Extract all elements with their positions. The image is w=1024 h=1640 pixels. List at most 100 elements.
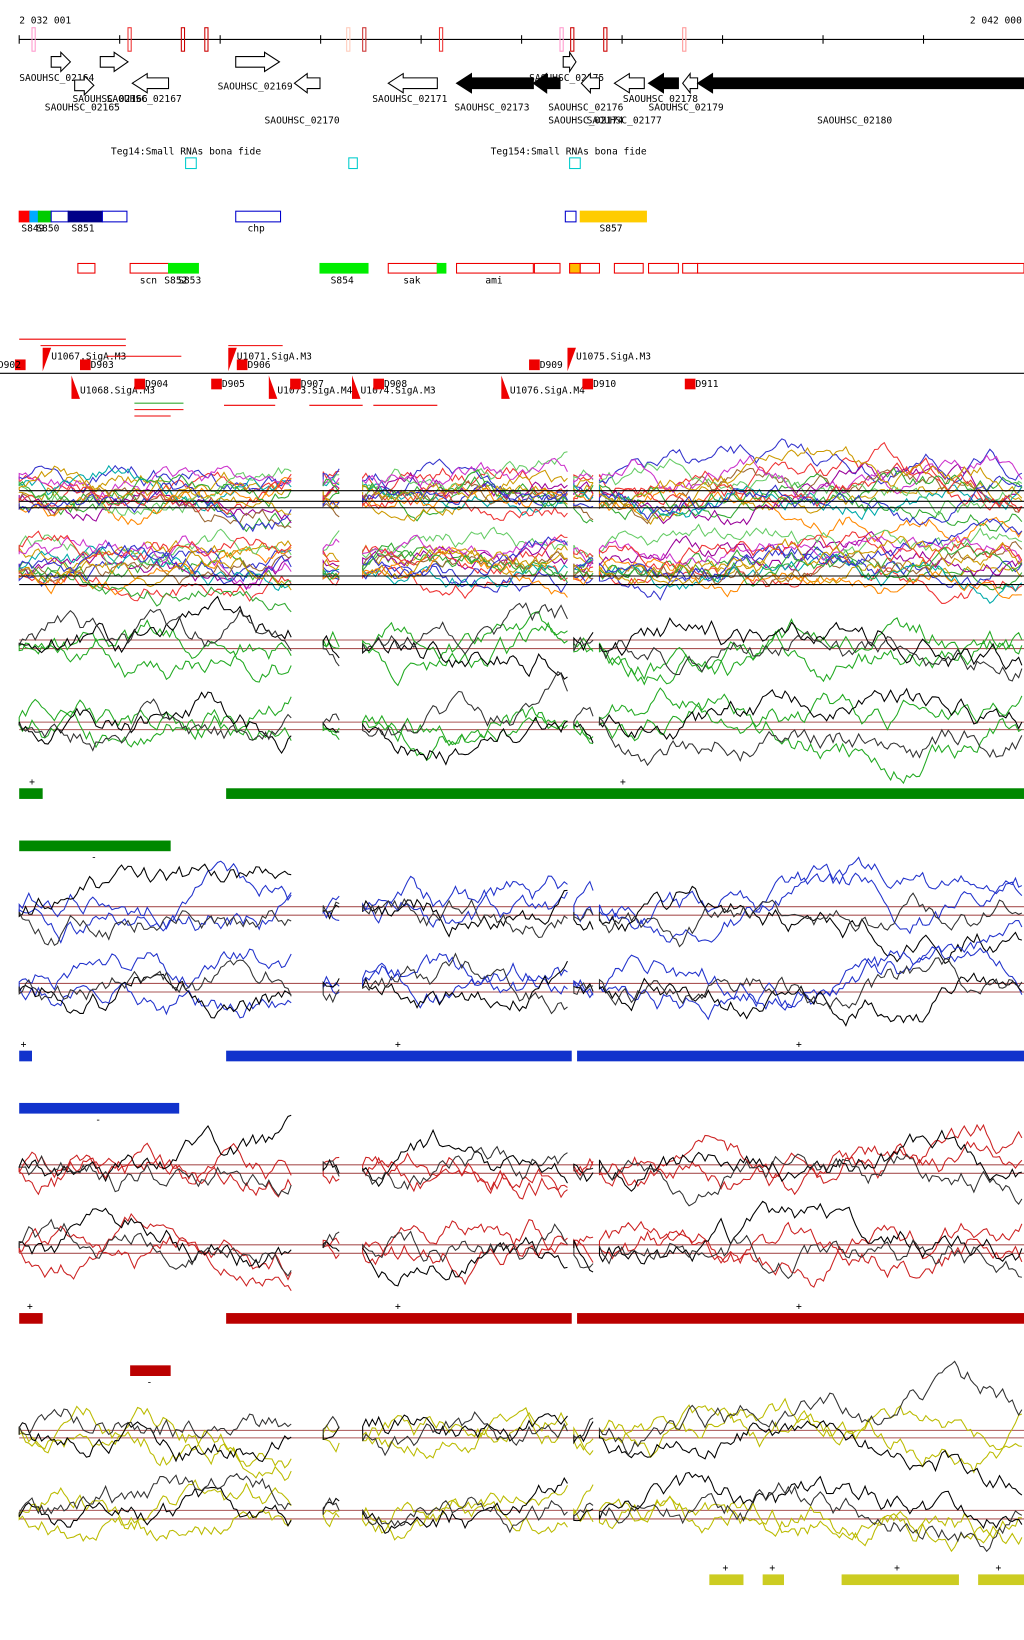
gene-label: SAOUHSC_02167: [107, 94, 182, 105]
gene-label: SAOUHSC_02173: [454, 103, 529, 114]
signal-line: [598, 454, 1023, 500]
signal-line: [573, 1502, 594, 1518]
feature-label: sak: [403, 276, 421, 287]
signal-line: [362, 526, 568, 559]
signal-line: [18, 973, 292, 1019]
promoter-label: U1073.SigA.M4: [277, 385, 352, 396]
signal-line: [573, 880, 594, 912]
feature: [613, 262, 644, 274]
signal-line: [18, 1225, 292, 1292]
promoter-flag: [268, 375, 278, 399]
expression-mark: [559, 27, 564, 52]
terminator-label: D907: [301, 379, 324, 390]
feature-label: S857: [599, 223, 622, 234]
signal-line: [598, 535, 1023, 585]
terminator-label: D909: [540, 360, 563, 371]
signal-line: [18, 487, 292, 529]
terminator: [582, 378, 594, 390]
signal-line: [362, 621, 568, 687]
signal-line: [362, 1145, 568, 1191]
feature: [319, 262, 369, 274]
signal-line: [322, 1158, 340, 1174]
strand-bar: [130, 1365, 171, 1376]
signal-line: [362, 965, 568, 1009]
signal-line: [573, 484, 594, 500]
signal-line: [362, 457, 568, 488]
signal-line: [18, 863, 292, 918]
signal-line: [18, 1509, 292, 1542]
signal-line: [362, 960, 568, 1012]
feature: [18, 210, 31, 223]
gene-arrow: [293, 72, 321, 94]
signal-line: [362, 563, 568, 588]
signal-line: [362, 564, 568, 594]
feature-label: S853: [178, 276, 201, 287]
feature: [37, 210, 52, 223]
terminator-label: D911: [695, 379, 718, 390]
terminator: [80, 359, 91, 371]
signal-line: [598, 557, 1022, 600]
signal-line: [598, 630, 1023, 683]
signal-line: [573, 503, 594, 509]
strand-bar: [577, 1050, 1024, 1062]
signal-line: [573, 482, 594, 493]
strand-label: +: [29, 777, 35, 788]
gene-label: SAOUHSC_02178: [623, 94, 698, 105]
feature-label: S851: [71, 223, 94, 234]
promoter-label: U1075.SigA.M3: [576, 351, 651, 362]
signal-line: [362, 469, 568, 502]
feature: [50, 210, 69, 223]
signal-line: [598, 467, 1023, 511]
gene-label: SAOUHSC_02164: [19, 73, 94, 84]
signal-line: [362, 637, 568, 680]
strand-bar: [19, 788, 43, 799]
promoter-label: U1071.SigA.M3: [237, 351, 312, 362]
signal-line: [598, 1234, 1022, 1280]
signal-line: [18, 482, 292, 533]
strand-label: +: [722, 1563, 728, 1574]
signal-line: [18, 530, 292, 561]
signal-line: [598, 445, 1023, 507]
signal-line: [362, 1413, 568, 1442]
strand-label: +: [620, 777, 626, 788]
signal-line: [18, 698, 292, 741]
signal-line: [322, 634, 340, 659]
signal-line: [322, 1239, 340, 1260]
signal-line: [598, 1409, 1023, 1474]
feature-label: ami: [485, 276, 503, 287]
signal-line: [598, 1496, 1023, 1546]
signal-line: [573, 504, 594, 524]
signal-line: [18, 1212, 292, 1281]
terminator-label: D908: [384, 379, 407, 390]
strand-label: +: [894, 1563, 900, 1574]
signal-line: [598, 856, 1023, 943]
signal-line: [18, 959, 292, 1001]
signal-line: [573, 1163, 594, 1183]
signal-line: [598, 461, 1023, 526]
signal-line: [362, 536, 568, 584]
strand-label: +: [796, 1039, 802, 1050]
feature: [456, 262, 534, 274]
signal-line: [18, 892, 292, 932]
terminator: [290, 378, 301, 390]
gene-arrow: [455, 72, 534, 94]
signal-line: [573, 563, 594, 573]
expression-mark: [204, 27, 209, 52]
feature: [235, 210, 282, 223]
signal-line: [598, 945, 1023, 1021]
signal-line: [573, 493, 594, 504]
strand-label: -: [91, 853, 97, 864]
feature-label: scn: [140, 276, 157, 287]
gene-label: SAOUHSC_02177: [587, 116, 662, 127]
gene-arrow: [74, 74, 95, 97]
terminator: [134, 378, 146, 390]
strand-label: +: [769, 1563, 775, 1574]
signal-line: [362, 952, 568, 1015]
signal-line: [598, 972, 1023, 1027]
signal-line: [573, 1240, 594, 1273]
terminator-label: D906: [247, 360, 270, 371]
gene-label: SAOUHSC_02175: [529, 73, 604, 84]
signal-line: [573, 905, 594, 923]
signal-line: [598, 1420, 1023, 1496]
signal-line: [18, 948, 292, 991]
